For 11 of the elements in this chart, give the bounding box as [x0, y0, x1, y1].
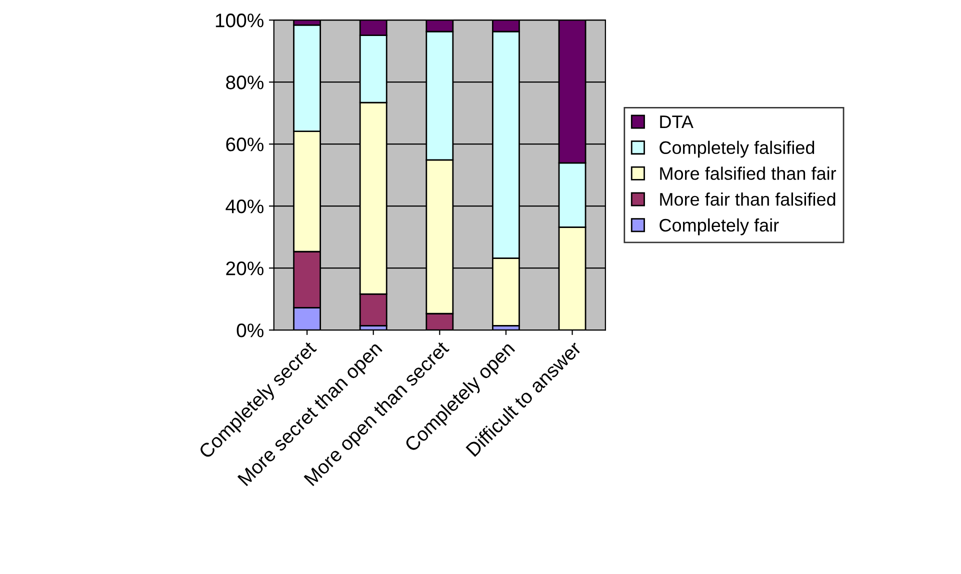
legend-label: Completely falsified — [660, 140, 814, 158]
legend-label: More falsified than fair — [660, 166, 836, 180]
legend-label: More fair than falsified — [660, 192, 836, 206]
legend-label: Completely fair — [660, 218, 779, 236]
y-tick-label: 20% — [226, 262, 264, 276]
y-tick-label: 0% — [236, 324, 264, 338]
y-tick-label: 100% — [216, 14, 264, 28]
y-tick-label: 40% — [226, 200, 264, 214]
y-tick-label: 80% — [226, 76, 264, 90]
y-tick-label: 60% — [226, 138, 264, 152]
legend-label: DTA — [660, 116, 694, 128]
